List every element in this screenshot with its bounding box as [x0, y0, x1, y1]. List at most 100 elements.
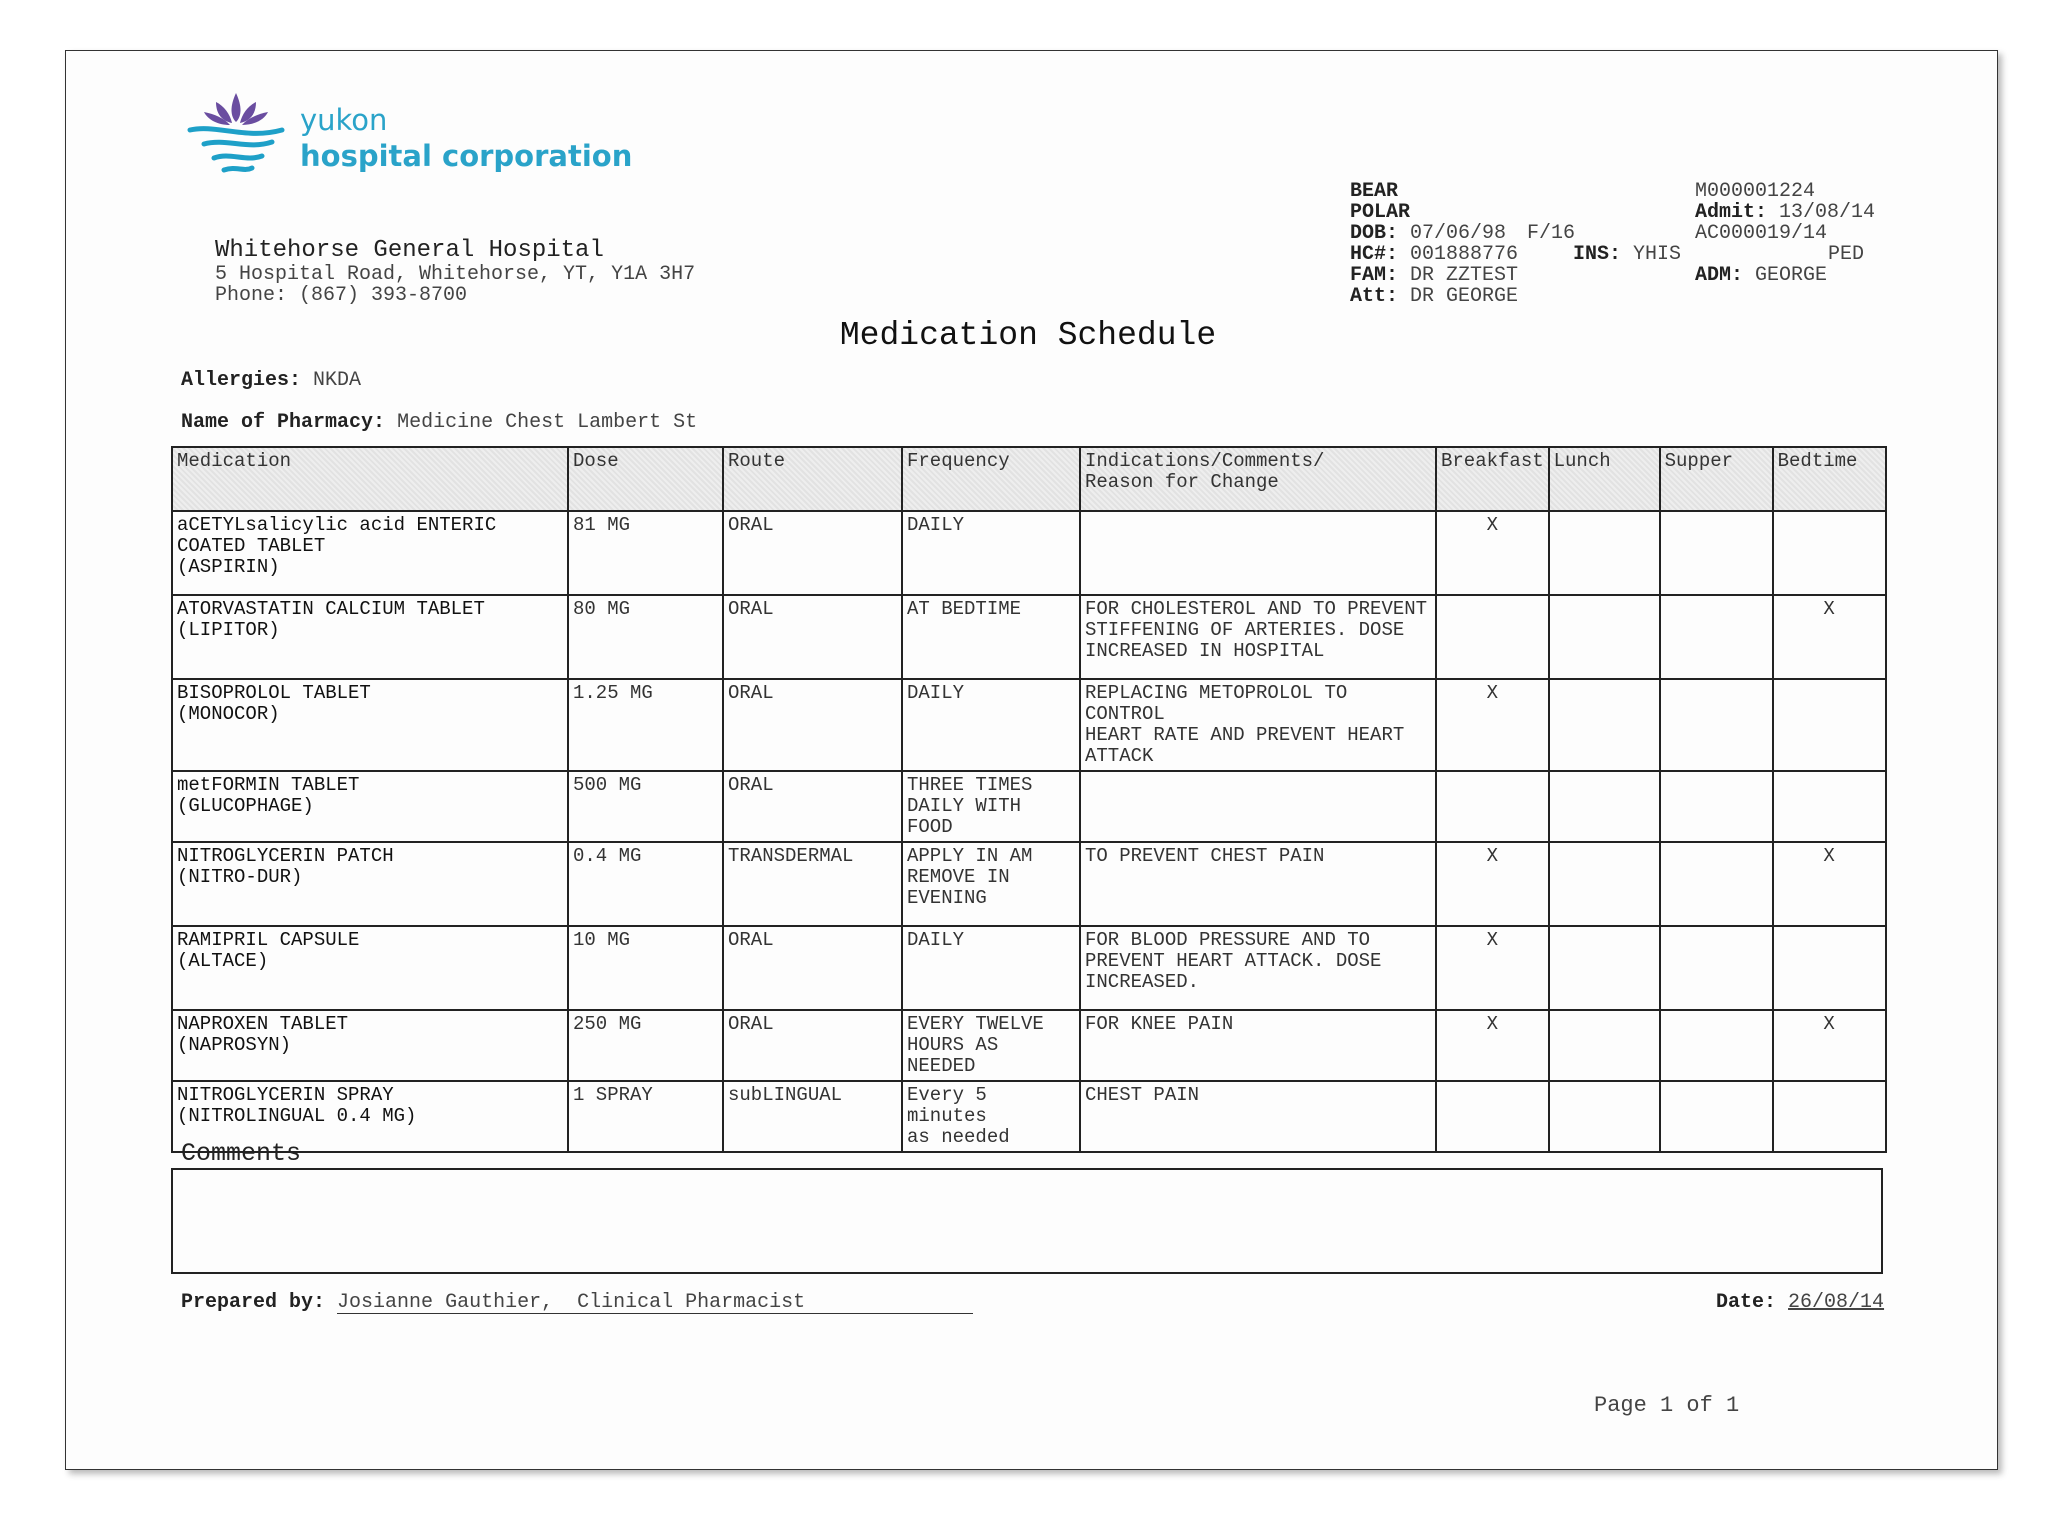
header-cell: Supper [1658, 446, 1774, 512]
logo-text: hospital corporation [300, 139, 633, 173]
value: Josianne Gauthier, Clinical Pharmacist [337, 1292, 974, 1314]
table-cell: X [1435, 678, 1550, 772]
table-cell: 80 MG [567, 594, 724, 680]
value: NKDA [313, 369, 362, 392]
table-cell: FOR KNEE PAIN [1079, 1009, 1437, 1082]
patient-ins: INS: YHIS [1573, 244, 1681, 265]
table-cell: NITROGLYCERIN PATCH (NITRO-DUR) [171, 841, 569, 927]
comments-label: Comments [181, 1139, 302, 1168]
table-cell [1435, 594, 1550, 680]
header-cell: Dose [567, 446, 724, 512]
header-row: Medication Dose Route Frequency Indications/… [171, 446, 1887, 512]
table-cell: Every 5 minutes as needed [901, 1080, 1081, 1153]
medication-row: NITROGLYCERIN PATCH (NITRO-DUR) 0.4 MG TRA… [171, 841, 1887, 927]
patient-adm: ADM: GEORGE [1695, 265, 1827, 286]
hospital-address: 5 Hospital Road, Whitehorse, YT, Y1A 3H7 [215, 263, 696, 286]
patient-mrn: M000001224 [1695, 180, 1816, 203]
table-cell: 1.25 MG [567, 678, 724, 772]
table-cell: NITROGLYCERIN SPRAY (NITROLINGUAL 0.4 MG… [171, 1080, 569, 1153]
table-cell: ATORVASTATIN CALCIUM TABLET (LIPITOR) [171, 594, 569, 680]
patient-sex-age: F/16 [1527, 222, 1576, 245]
value: 26/08/14 [1788, 1291, 1885, 1314]
medication-row: NITROGLYCERIN SPRAY (NITROLINGUAL 0.4 MG… [171, 1080, 1887, 1153]
label: FAM: [1350, 264, 1399, 287]
table-cell [1658, 1009, 1774, 1082]
value: YHIS [1633, 243, 1682, 266]
logo-text: yukon [300, 103, 388, 137]
header-cell: Bedtime [1771, 446, 1887, 512]
table-cell [1547, 841, 1661, 927]
hospital-phone: Phone: (867) 393-8700 [215, 284, 468, 307]
label: Admit: [1695, 201, 1768, 224]
table-cell: ORAL [722, 594, 903, 680]
table-cell [1658, 678, 1774, 772]
hospital-name: Whitehorse General Hospital [215, 237, 604, 264]
value: 001888776 [1410, 243, 1519, 266]
table-cell: APPLY IN AM REMOVE IN EVENING [901, 841, 1081, 927]
table-cell [1658, 841, 1774, 927]
value: Medicine Chest Lambert St [397, 411, 698, 434]
header-cell: Indications/Comments/ Reason for Change [1079, 446, 1437, 512]
table-cell: BISOPROLOL TABLET (MONOCOR) [171, 678, 569, 772]
table-cell: ORAL [722, 925, 903, 1011]
table-cell [1547, 925, 1661, 1011]
table-cell: 500 MG [567, 770, 724, 843]
table-cell: 250 MG [567, 1009, 724, 1082]
header-cell: Route [722, 446, 903, 512]
table-cell [1547, 510, 1661, 596]
label: ADM: [1695, 264, 1744, 287]
table-cell [1771, 1080, 1887, 1153]
allergies: Allergies: NKDA [181, 370, 361, 391]
header-cell: Lunch [1547, 446, 1661, 512]
table-cell [1435, 1080, 1550, 1153]
table-cell: aCETYLsalicylic acid ENTERIC COATED TABL… [171, 510, 569, 596]
table-cell: EVERY TWELVE HOURS AS NEEDED [901, 1009, 1081, 1082]
table-cell [1547, 594, 1661, 680]
patient-fam: FAM: DR ZZTEST [1350, 265, 1518, 286]
table-cell [1435, 770, 1550, 843]
table-cell [1658, 925, 1774, 1011]
table-cell: X [1435, 925, 1550, 1011]
label: Prepared by: [181, 1291, 326, 1314]
header-cell: Medication [171, 446, 569, 512]
table-cell: 0.4 MG [567, 841, 724, 927]
table-cell: ORAL [722, 510, 903, 596]
table-cell [1079, 510, 1437, 596]
label: Date: [1716, 1291, 1777, 1314]
table-cell: X [1435, 510, 1550, 596]
medication-row: BISOPROLOL TABLET (MONOCOR) 1.25 MG ORAL DA… [171, 678, 1887, 772]
table-cell: X [1435, 1009, 1550, 1082]
patient-surname: BEAR [1350, 180, 1399, 203]
label: Att: [1350, 285, 1399, 308]
table-cell: subLINGUAL [722, 1080, 903, 1153]
table-cell [1547, 1009, 1661, 1082]
table-cell [1771, 770, 1887, 843]
table-cell [1547, 770, 1661, 843]
medication-row: NAPROXEN TABLET (NAPROSYN) 250 MG ORAL EVER… [171, 1009, 1887, 1082]
header-cell: Breakfast [1435, 446, 1550, 512]
value: 07/06/98 [1410, 222, 1507, 245]
table-cell: X [1435, 841, 1550, 927]
prepared-by: Prepared by: Josianne Gauthier, Clinical… [181, 1291, 974, 1314]
table-cell: metFORMIN TABLET (GLUCOPHAGE) [171, 770, 569, 843]
table-cell: FOR CHOLESTEROL AND TO PREVENT STIFFENIN… [1079, 594, 1437, 680]
table-cell: X [1771, 594, 1887, 680]
table-cell: 81 MG [567, 510, 724, 596]
table-cell [1547, 1080, 1661, 1153]
date: Date: 26/08/14 [1716, 1292, 1884, 1313]
table-cell: X [1771, 1009, 1887, 1082]
table-cell [1771, 510, 1887, 596]
table-cell: RAMIPRIL CAPSULE (ALTACE) [171, 925, 569, 1011]
logo-icon [187, 93, 285, 173]
value: DR ZZTEST [1410, 264, 1519, 287]
table-cell: 1 SPRAY [567, 1080, 724, 1153]
value: DR GEORGE [1410, 285, 1519, 308]
table-cell [1771, 925, 1887, 1011]
patient-unit: PED [1828, 243, 1865, 266]
patient-given-name: POLAR [1350, 201, 1411, 224]
table-cell: REPLACING METOPROLOL TO CONTROL HEART RA… [1079, 678, 1437, 772]
label: Allergies: [181, 369, 302, 392]
table-cell: THREE TIMES DAILY WITH FOOD [901, 770, 1081, 843]
medication-row: metFORMIN TABLET (GLUCOPHAGE) 500 MG ORAL T… [171, 770, 1887, 843]
table-cell: TRANSDERMAL [722, 841, 903, 927]
